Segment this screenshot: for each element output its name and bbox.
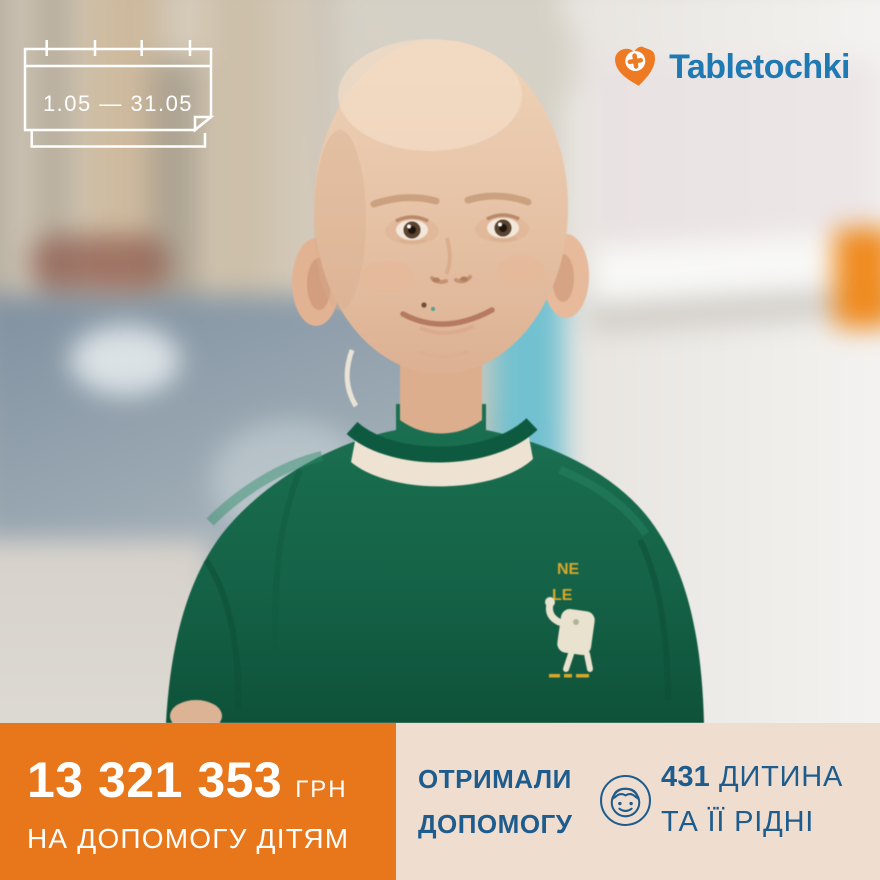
calendar-icon [23, 40, 215, 148]
amount-currency: ГРН [295, 776, 348, 803]
child-face-icon [600, 775, 651, 826]
date-badge: 1.05 — 31.05 [23, 40, 215, 148]
stats-band: 13 321 353 ГРН НА ДОПОМОГУ ДІТЯМ ОТРИМАЛ… [0, 723, 880, 880]
amount-value: 13 321 353 [27, 752, 283, 808]
beneficiaries-section: ОТРИМАЛИ ДОПОМОГУ 431 ДИТИНА ТА ЇЇ Р [396, 723, 880, 880]
amount-section: 13 321 353 ГРН НА ДОПОМОГУ ДІТЯМ [0, 723, 396, 880]
shirt-print-text-1: NE [557, 561, 580, 578]
shirt-print-character [545, 597, 595, 678]
heart-cross-icon [615, 46, 656, 86]
amount-caption: НА ДОПОМОГУ ДІТЯМ [27, 823, 350, 854]
brand-logo: Tabletochki [612, 44, 850, 90]
count-label: ДИТИНА [719, 761, 844, 793]
brand-name: Tabletochki [669, 47, 850, 86]
shirt-print: NE LE [545, 561, 595, 678]
count-line2: ТА ЇЇ РІДНІ [661, 806, 815, 838]
received-help-label: ОТРИМАЛИ ДОПОМОГУ [418, 764, 573, 839]
date-range: 1.05 — 31.05 [43, 91, 193, 116]
orange-wall-accent [834, 228, 880, 328]
shirt-print-text-2: LE [552, 587, 573, 604]
children-count: 431 ДИТИНА ТА ЇЇ РІДНІ [661, 755, 843, 845]
count-value: 431 [661, 761, 710, 793]
hero-photo: NE LE [0, 0, 880, 723]
child-figure: NE LE [166, 39, 704, 723]
